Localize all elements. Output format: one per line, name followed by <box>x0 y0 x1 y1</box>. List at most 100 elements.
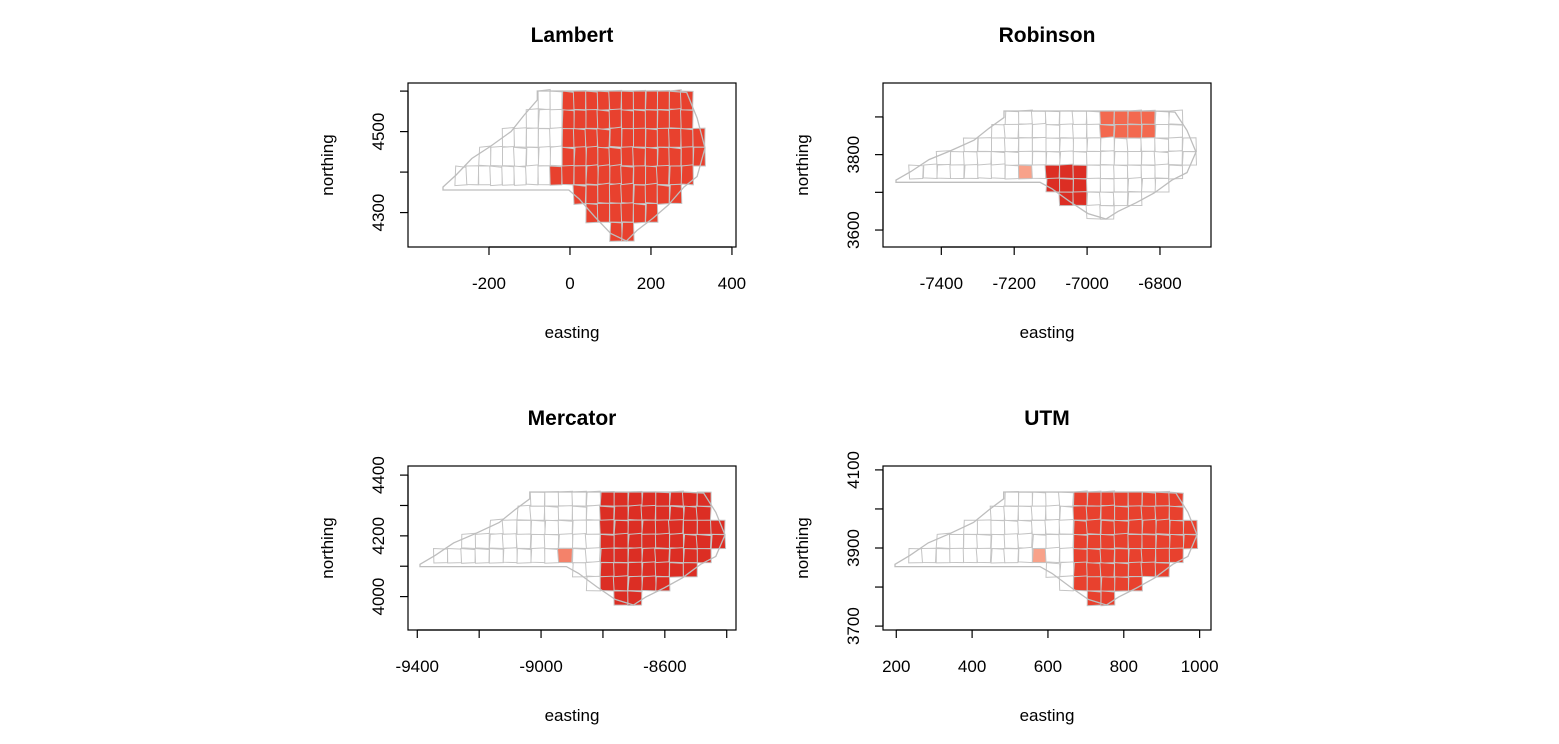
y-axis: 4000 4200 4400 <box>369 456 409 616</box>
county-polygon <box>597 146 611 168</box>
county-polygon <box>516 547 532 564</box>
county-polygon <box>549 126 563 148</box>
county-polygon <box>573 146 588 167</box>
county-polygon <box>1113 562 1129 578</box>
county-polygon <box>656 127 670 148</box>
county-polygon <box>1072 164 1088 180</box>
county-polygon <box>609 202 623 223</box>
x-tick-label: -8600 <box>643 657 686 676</box>
county-polygon <box>668 107 682 130</box>
county-polygon <box>525 127 539 148</box>
county-polygon <box>1058 177 1074 194</box>
y-tick-label: 3700 <box>844 607 863 645</box>
county-polygon <box>585 504 602 521</box>
county-polygon <box>990 547 1006 564</box>
county-polygon <box>598 505 615 522</box>
county-polygon <box>1155 533 1171 550</box>
y-axis: 3600 3800 <box>844 116 884 249</box>
county-polygon <box>544 519 560 536</box>
county-polygon <box>710 533 727 550</box>
x-axis-label: easting <box>1020 706 1075 725</box>
county-polygon <box>599 562 616 578</box>
county-polygon <box>1071 110 1088 126</box>
y-tick-label: 4000 <box>369 578 388 616</box>
county-polygon <box>1031 547 1048 564</box>
county-polygon <box>446 547 463 564</box>
x-tick-label: 1000 <box>1181 657 1219 676</box>
y-tick-label: 4100 <box>844 451 863 489</box>
county-polygon <box>627 532 644 550</box>
county-polygon <box>1140 109 1156 126</box>
county-polygon <box>609 126 623 148</box>
county-polygon <box>1059 547 1074 564</box>
county-polygon <box>1017 164 1033 180</box>
county-polygon <box>1154 177 1170 193</box>
county-polygon <box>633 127 647 148</box>
county-polygon <box>513 165 527 186</box>
x-tick-label: 400 <box>718 274 746 293</box>
county-polygon <box>1141 518 1157 535</box>
county-polygon <box>1004 110 1020 126</box>
county-polygon <box>584 533 601 550</box>
county-polygon <box>668 505 685 522</box>
county-polygon <box>596 202 611 223</box>
county-polygon <box>556 547 574 564</box>
county-polygon <box>1086 547 1102 564</box>
county-polygon <box>1045 504 1061 521</box>
county-polygon <box>584 547 601 564</box>
county-polygon <box>544 547 560 564</box>
county-polygon <box>1086 590 1102 607</box>
county-polygon <box>1167 150 1183 166</box>
county-polygon <box>1098 191 1115 207</box>
county-polygon <box>976 519 992 535</box>
county-polygon <box>1155 518 1171 535</box>
county-polygon <box>1086 164 1102 180</box>
county-polygon <box>656 146 671 167</box>
county-polygon <box>1085 518 1102 535</box>
county-polygon <box>1154 137 1170 153</box>
county-polygon <box>1182 533 1199 550</box>
state-outline <box>442 90 706 242</box>
county-polygon <box>908 547 924 564</box>
county-polygon <box>644 90 659 111</box>
county-polygon <box>1113 123 1129 139</box>
x-axis: -7400 -7200 -7000 -6800 <box>920 246 1182 293</box>
county-polygon <box>1003 123 1020 139</box>
county-polygon <box>949 150 965 166</box>
county-polygon <box>1127 491 1143 507</box>
county-polygon <box>537 108 552 130</box>
county-polygon <box>667 519 684 535</box>
county-polygon <box>1085 505 1102 521</box>
y-tick-label: 4300 <box>369 194 388 232</box>
county-polygon <box>1181 150 1198 166</box>
x-axis-label: easting <box>545 706 600 725</box>
county-polygon <box>1127 109 1143 126</box>
county-polygon <box>1086 137 1102 153</box>
county-polygon <box>963 519 979 535</box>
county-polygon <box>627 547 643 564</box>
county-polygon <box>1004 150 1020 167</box>
county-polygon <box>1140 123 1157 139</box>
county-polygon <box>977 163 993 180</box>
county-polygon <box>1018 137 1033 153</box>
county-polygon <box>632 89 647 111</box>
county-polygon <box>1140 548 1157 564</box>
county-polygon <box>1086 562 1102 578</box>
county-polygon <box>1017 491 1033 507</box>
county-polygon <box>654 519 671 535</box>
county-polygon <box>561 127 575 148</box>
county-polygon <box>557 505 574 521</box>
county-polygon <box>1099 164 1115 179</box>
county-polygon <box>644 165 659 186</box>
county-polygon <box>1072 490 1088 507</box>
county-polygon <box>596 109 611 131</box>
county-polygon <box>561 164 575 186</box>
x-tick-label: -9000 <box>519 657 562 676</box>
county-polygon <box>1072 575 1088 592</box>
county-polygon <box>1141 491 1157 508</box>
county-polygon <box>632 202 647 224</box>
county-polygon <box>656 109 671 130</box>
x-tick-label: 600 <box>1034 657 1062 676</box>
county-polygon <box>1085 151 1102 166</box>
county-polygon <box>530 519 546 536</box>
